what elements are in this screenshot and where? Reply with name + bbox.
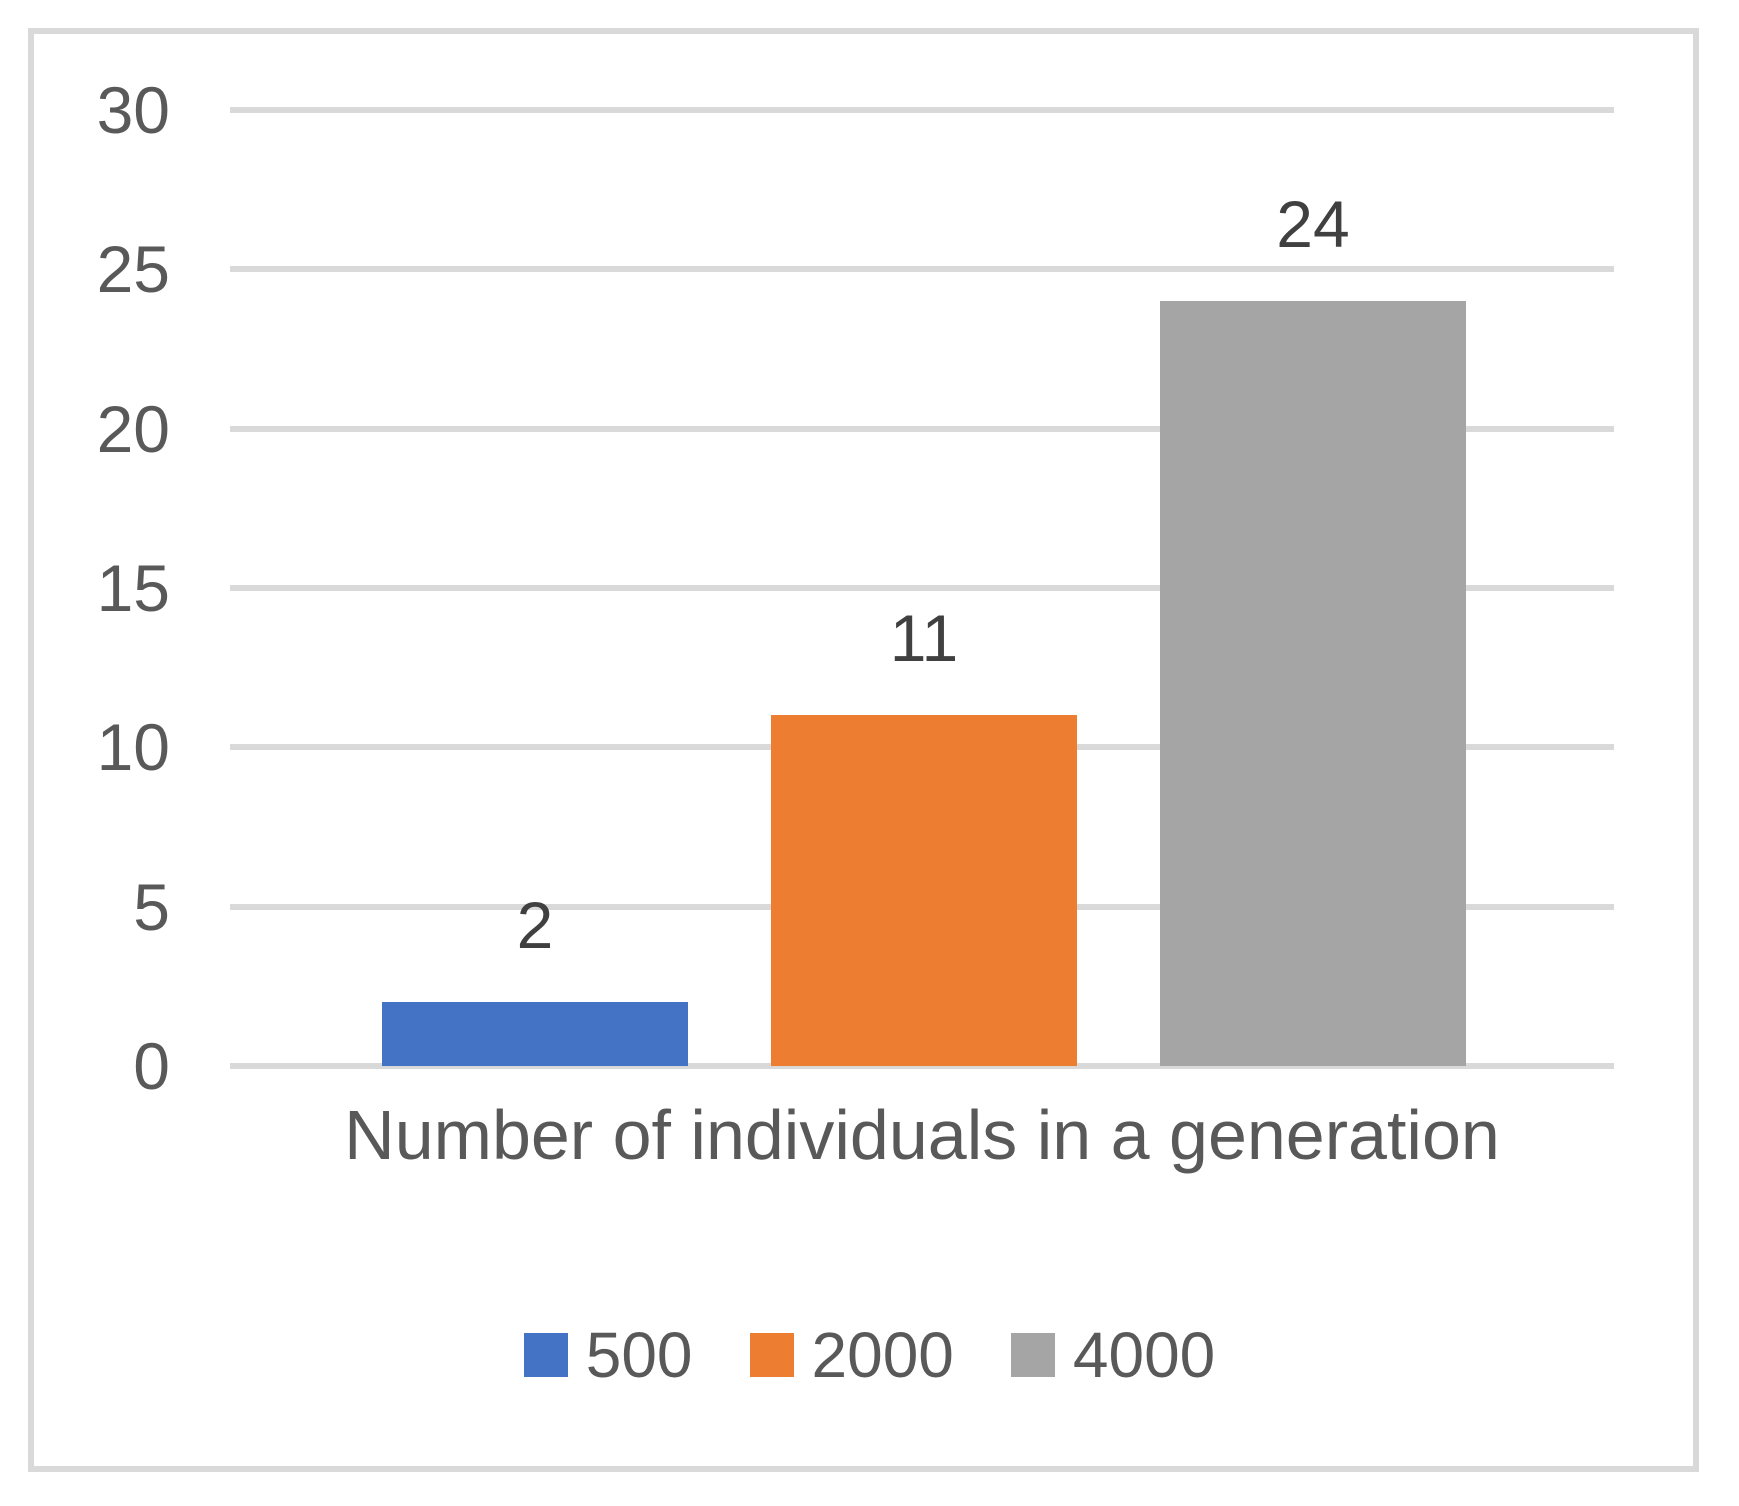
y-tick-label-5: 5 <box>133 869 170 944</box>
gridline-30 <box>230 107 1614 113</box>
y-axis: 0 5 10 15 20 25 30 <box>20 75 170 1101</box>
x-axis-title: Number of individuals in a generation <box>344 1096 1500 1174</box>
bar-2000 <box>771 715 1077 1066</box>
legend-marker-2000 <box>749 1333 794 1377</box>
gridline-0 <box>230 1063 1614 1069</box>
data-label-4000: 24 <box>1276 187 1350 262</box>
legend-marker-500 <box>523 1333 568 1377</box>
legend-item-500: 500 <box>523 1319 693 1391</box>
y-tick-label-0: 0 <box>133 1029 170 1103</box>
legend-item-2000: 2000 <box>749 1319 954 1391</box>
plot-area: 2 11 24 <box>230 107 1614 1069</box>
gridline-20 <box>230 425 1614 432</box>
legend-item-4000: 4000 <box>1010 1319 1216 1391</box>
y-tick-label-20: 20 <box>96 391 170 466</box>
legend: 500 2000 4000 <box>0 1322 1739 1388</box>
legend-label-2000: 2000 <box>811 1319 954 1391</box>
data-label-500: 2 <box>516 888 554 963</box>
chart-border <box>28 28 1699 1472</box>
bar-500 <box>382 1002 688 1066</box>
y-tick-label-10: 10 <box>96 710 170 785</box>
y-tick-label-15: 15 <box>96 551 170 625</box>
y-tick-label-25: 25 <box>96 232 170 307</box>
gridline-15 <box>230 585 1614 591</box>
legend-label-4000: 4000 <box>1072 1319 1216 1391</box>
bar-4000 <box>1160 301 1466 1066</box>
legend-marker-4000 <box>1010 1333 1055 1377</box>
y-tick-label-30: 30 <box>96 73 170 147</box>
gridline-25 <box>230 266 1614 273</box>
data-label-2000: 11 <box>889 601 959 676</box>
legend-label-500: 500 <box>585 1319 693 1391</box>
